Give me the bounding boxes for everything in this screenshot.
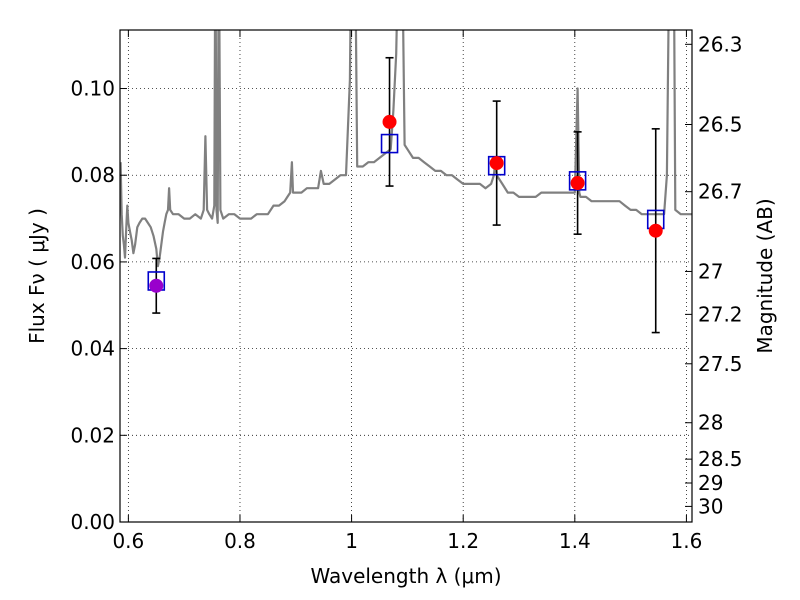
y2-tick-label: 27.2 (698, 302, 743, 326)
observed-point (648, 223, 663, 238)
y2-tick-label: 26.3 (698, 32, 743, 56)
model-layer (147, 133, 665, 291)
x-tick-label: 0.6 (112, 529, 144, 553)
spectrum-layer (120, 30, 692, 268)
y2-tick-label: 28 (698, 411, 723, 435)
y-tick-label: 0.08 (70, 163, 115, 187)
y2-tick-label: 28.5 (698, 447, 743, 471)
observed-point (489, 156, 504, 171)
y2-tick-label: 27 (698, 259, 723, 283)
y-tick-label: 0.00 (70, 510, 115, 534)
y-tick-label: 0.06 (70, 250, 115, 274)
observed-point (149, 278, 164, 293)
x-tick-label: 1.4 (559, 529, 591, 553)
spectrum-line (120, 30, 692, 268)
ticks: 0.6 0.8 1 1.2 1.4 1.6 0.00 0.02 0.04 0.06 0.08 0.10… (70, 30, 743, 553)
y2-tick-label: 29 (698, 471, 723, 495)
y2-tick-label: 26.5 (698, 112, 743, 136)
y2-tick-label: 30 (698, 494, 723, 518)
x-axis-label: Wavelength λ (μm) (310, 564, 501, 588)
y-tick-label: 0.02 (70, 423, 115, 447)
x-tick-label: 0.8 (224, 529, 256, 553)
y-axis-label: Flux Fν ( μJy ) (25, 208, 49, 344)
grid-lines (120, 30, 692, 523)
y2-axis-label: Magnitude (AB) (753, 198, 777, 353)
y-tick-label: 0.04 (70, 337, 115, 361)
observed-point (570, 176, 585, 191)
x-tick-label: 1 (345, 529, 358, 553)
observed-point (382, 114, 397, 129)
observed-layer (149, 114, 663, 293)
y2-tick-label: 26.7 (698, 180, 743, 204)
y-tick-label: 0.10 (70, 77, 115, 101)
x-tick-label: 1.2 (447, 529, 479, 553)
errorbar-layer (152, 56, 660, 334)
model-point (380, 133, 399, 154)
x-tick-label: 1.6 (671, 529, 703, 553)
y2-tick-label: 27.5 (698, 352, 743, 376)
plot-frame (119, 29, 693, 523)
